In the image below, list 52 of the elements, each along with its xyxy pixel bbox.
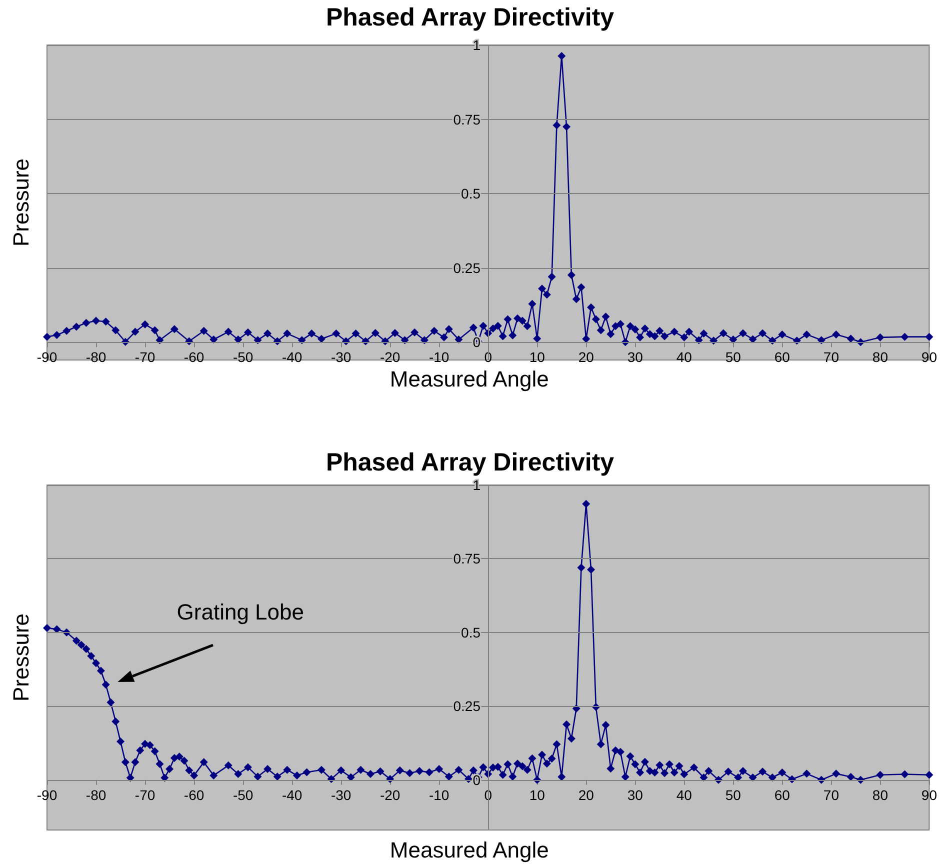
y-axis-title: Pressure (8, 158, 34, 247)
x-tick-label: -50 (232, 786, 254, 803)
y-tick-label: 0.75 (453, 111, 481, 128)
y-tick-label: 0.25 (453, 260, 481, 276)
x-tick-label: -80 (86, 349, 106, 366)
x-tick-label: -10 (428, 349, 450, 366)
x-tick-label: -40 (282, 349, 302, 366)
x-tick-label: -20 (380, 349, 400, 366)
x-tick-label: 90 (921, 349, 938, 366)
y-tick-label: 0.25 (453, 698, 481, 714)
x-tick-label: 40 (676, 349, 692, 366)
x-tick-label: -60 (184, 786, 204, 803)
x-tick-label: 80 (872, 786, 888, 803)
x-tick-label: 60 (774, 786, 790, 803)
x-axis-title: Measured Angle (390, 838, 549, 862)
y-tick-label: 1 (472, 37, 481, 53)
x-tick-label: 20 (578, 349, 594, 366)
x-tick-label: 30 (627, 349, 644, 366)
x-tick-label: -90 (36, 349, 58, 366)
x-tick-label: -30 (330, 349, 352, 366)
x-tick-label: -30 (330, 786, 352, 803)
x-tick-label: 10 (529, 786, 546, 803)
x-tick-label: -80 (86, 786, 106, 803)
annotation: Grating Lobe (176, 599, 304, 624)
chart-title: Phased Array Directivity (326, 4, 614, 32)
x-tick-label: -70 (134, 349, 156, 366)
y-tick-label: 0.75 (453, 550, 481, 567)
x-tick-label: 70 (823, 349, 840, 366)
x-tick-label: -90 (36, 786, 58, 803)
x-tick-label: -60 (184, 349, 204, 366)
y-tick-label: 1 (472, 477, 481, 493)
y-axis-title: Pressure (8, 613, 34, 702)
x-axis-title: Measured Angle (390, 366, 549, 392)
x-tick-label: -70 (134, 786, 156, 803)
x-tick-label: 0 (484, 349, 492, 366)
x-tick-label: 50 (725, 349, 742, 366)
x-tick-label: 50 (725, 786, 742, 803)
x-tick-label: 10 (529, 349, 546, 366)
y-tick-label: 0.5 (461, 624, 481, 640)
x-tick-label: 20 (578, 786, 594, 803)
x-tick-label: 90 (921, 786, 938, 803)
x-tick-label: -10 (428, 786, 450, 803)
y-tick-label: 0.5 (461, 186, 481, 202)
chart-title: Phased Array Directivity (326, 448, 614, 476)
x-tick-label: 70 (823, 786, 840, 803)
x-tick-label: 60 (774, 349, 790, 366)
x-tick-label: -50 (232, 349, 254, 366)
x-tick-label: 80 (872, 349, 888, 366)
x-tick-label: 30 (627, 786, 644, 803)
x-tick-label: 40 (676, 786, 692, 803)
x-tick-label: -20 (380, 786, 400, 803)
x-tick-label: -40 (282, 786, 302, 803)
